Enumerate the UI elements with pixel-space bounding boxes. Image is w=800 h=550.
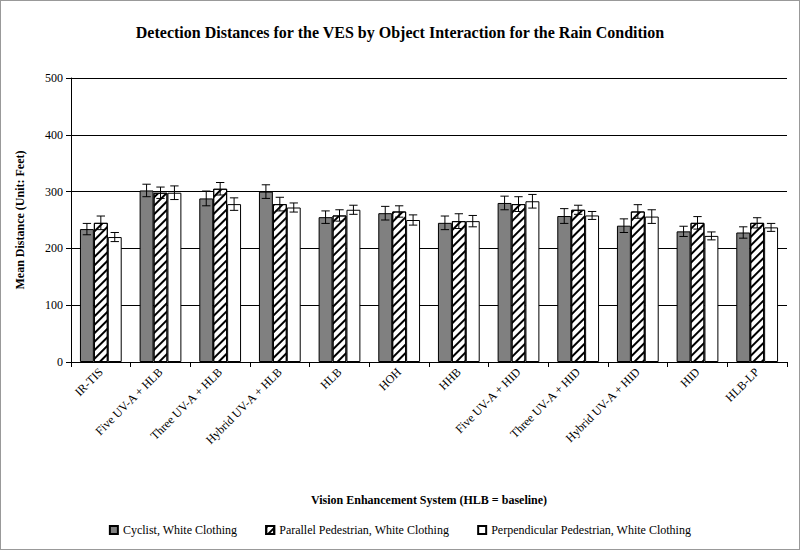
svg-text:Cyclist, White Clothing: Cyclist, White Clothing [123, 523, 237, 537]
svg-text:HLB: HLB [318, 365, 345, 392]
svg-text:Perpendicular Pedestrian, Whit: Perpendicular Pedestrian, White Clothing [491, 523, 691, 537]
svg-text:500: 500 [45, 71, 63, 85]
svg-text:200: 200 [45, 241, 63, 255]
svg-text:Parallel Pedestrian, White Clo: Parallel Pedestrian, White Clothing [279, 523, 449, 537]
svg-text:HID: HID [677, 365, 702, 390]
svg-text:400: 400 [45, 128, 63, 142]
svg-text:Three UV-A + HLB: Three UV-A + HLB [147, 365, 226, 443]
svg-text:HLB-LP: HLB-LP [723, 365, 763, 405]
svg-text:300: 300 [45, 185, 63, 199]
svg-text:Detection Distances for the VE: Detection Distances for the VES by Objec… [136, 24, 665, 42]
svg-text:Five UV-A + HID: Five UV-A + HID [452, 365, 524, 437]
svg-text:Hybrid UV-A + HID: Hybrid UV-A + HID [563, 365, 643, 445]
svg-text:0: 0 [57, 355, 63, 369]
svg-text:HOH: HOH [376, 365, 405, 394]
svg-text:HHB: HHB [436, 365, 464, 393]
svg-text:IR-TIS: IR-TIS [72, 365, 106, 399]
svg-text:100: 100 [45, 298, 63, 312]
svg-text:Three UV-A + HID: Three UV-A + HID [507, 365, 584, 441]
svg-text:Hybrid UV-A + HLB: Hybrid UV-A + HLB [203, 365, 285, 447]
svg-text:Mean Distance (Unit: Feet): Mean Distance (Unit: Feet) [13, 151, 27, 290]
svg-text:Vision Enhancement System (HLB: Vision Enhancement System (HLB = baselin… [311, 493, 547, 507]
svg-text:Five UV-A + HLB: Five UV-A + HLB [92, 365, 166, 438]
